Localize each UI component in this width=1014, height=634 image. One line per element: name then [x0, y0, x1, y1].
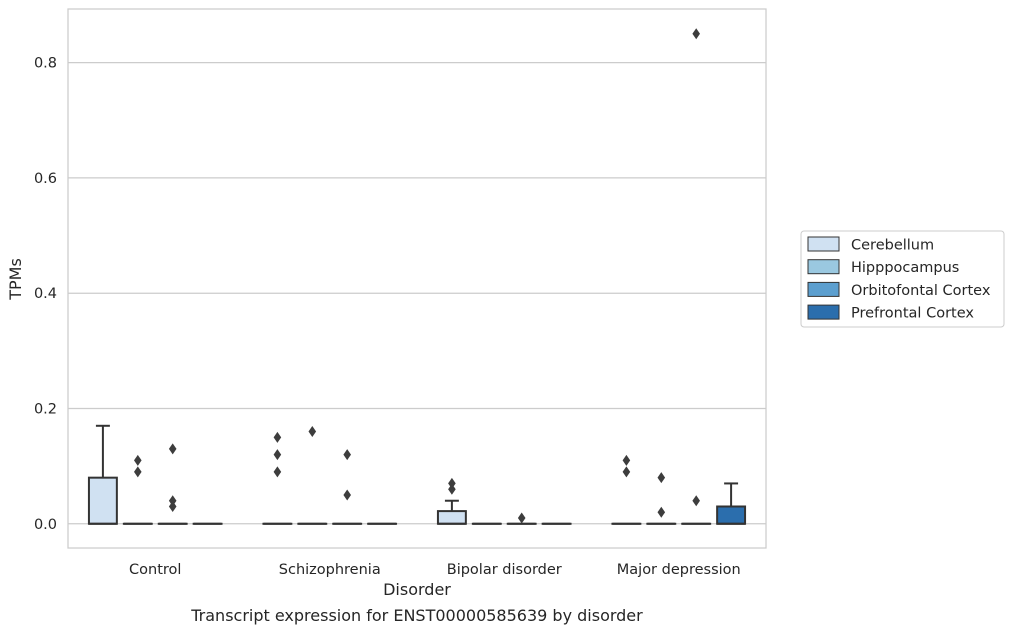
y-tick-labels: 0.0 0.2 0.4 0.6 0.8	[34, 56, 57, 533]
legend-swatch	[807, 259, 840, 275]
y-tick-label: 0.4	[34, 286, 57, 302]
outlier-point	[273, 449, 282, 461]
y-tick-label: 0.0	[34, 517, 57, 533]
outlier-point	[692, 28, 700, 40]
legend-swatch	[807, 304, 840, 320]
outlier-point	[308, 426, 317, 438]
outlier-point	[448, 477, 456, 489]
grid-lines	[68, 61, 766, 525]
legend-frame	[800, 230, 1005, 328]
legend-swatch	[807, 281, 840, 297]
outlier-point	[622, 466, 631, 478]
box-3-3	[716, 482, 747, 525]
outlier-point	[343, 449, 351, 461]
outlier-point	[622, 454, 631, 466]
outlier-point	[343, 489, 351, 501]
legend-swatch	[807, 236, 840, 252]
outlier-point	[134, 454, 142, 466]
outlier-point	[168, 443, 177, 455]
outlier-point	[517, 512, 526, 524]
legend-label: Orbitofontal Cortex	[851, 283, 991, 299]
box-0-2	[436, 477, 467, 525]
legend-label: Prefrontal Cortex	[851, 306, 974, 322]
box-body	[87, 476, 118, 525]
box-2-3	[681, 28, 712, 525]
x-tick-label: Schizophrenia	[279, 562, 381, 578]
x-tick-label: Major depression	[617, 562, 741, 578]
outlier-point	[168, 495, 177, 507]
outlier-point	[134, 466, 142, 478]
outlier-point	[273, 431, 282, 443]
x-tick-label: Control	[129, 562, 181, 578]
outlier-point	[273, 466, 282, 478]
box-body	[436, 510, 467, 525]
box-0-1	[262, 431, 293, 525]
x-tick-label: Bipolar disorder	[447, 562, 562, 578]
y-tick-label: 0.6	[34, 171, 57, 187]
plot-area-frame	[67, 8, 767, 549]
box-1-0	[122, 454, 153, 525]
box-series	[87, 28, 747, 525]
figure-caption: Transcript expression for ENST0000058563…	[191, 606, 643, 625]
legend-label: Cerebellum	[851, 238, 934, 254]
box-2-1	[332, 449, 363, 525]
box-body	[716, 505, 747, 525]
outlier-point	[168, 500, 177, 512]
box-0-0	[87, 424, 118, 525]
y-tick-label: 0.8	[34, 56, 57, 72]
outlier-point	[657, 506, 666, 518]
outlier-point	[692, 495, 700, 507]
box-1-1	[297, 426, 328, 525]
box-2-2	[506, 512, 537, 525]
box-0-3	[611, 454, 642, 525]
legend: Cerebellum Hipppocampus Orbitofontal Corte…	[800, 230, 1005, 328]
box-1-3	[646, 472, 677, 525]
y-tick-label: 0.2	[34, 401, 57, 417]
outlier-point	[448, 483, 456, 495]
y-axis-label: TPMs	[6, 258, 25, 301]
x-tick-labels: Control Schizophrenia Bipolar disorder Majo…	[129, 562, 741, 578]
x-axis-label: Disorder	[383, 580, 451, 599]
outlier-point	[657, 472, 666, 484]
box-2-0	[157, 443, 188, 525]
legend-label: Hipppocampus	[851, 260, 959, 276]
